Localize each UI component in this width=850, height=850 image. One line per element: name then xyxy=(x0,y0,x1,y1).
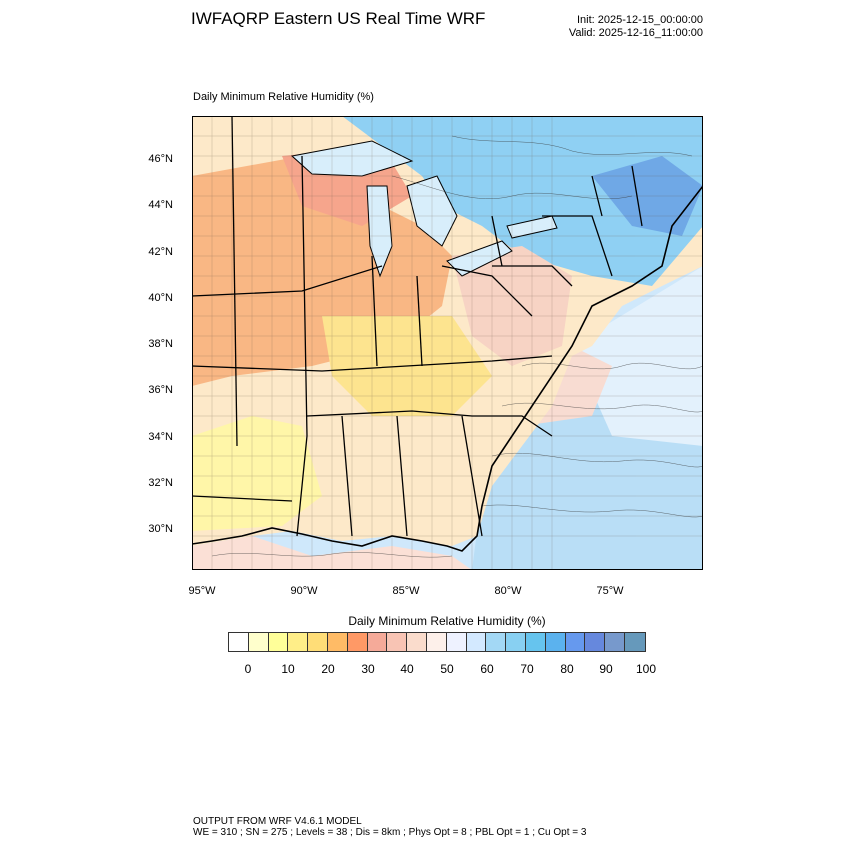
lat-label-30: 30°N xyxy=(148,523,173,535)
colorbar-tick-20: 20 xyxy=(321,662,335,676)
colorbar-swatch xyxy=(624,633,645,651)
lon-label-80: 80°W xyxy=(494,585,522,597)
lon-label-95: 95°W xyxy=(188,585,216,597)
init-time: Init: 2025-12-15_00:00:00 xyxy=(577,14,703,26)
colorbar-tick-50: 50 xyxy=(440,662,454,676)
colorbar-swatch xyxy=(387,633,408,651)
colorbar-tick-0: 0 xyxy=(244,662,252,676)
colorbar xyxy=(228,632,646,652)
lat-label-34: 34°N xyxy=(148,431,173,443)
lat-label-44: 44°N xyxy=(148,199,173,211)
colorbar-tick-100: 100 xyxy=(635,662,657,676)
colorbar-tick-80: 80 xyxy=(560,662,574,676)
colorbar-title: Daily Minimum Relative Humidity (%) xyxy=(348,614,546,628)
colorbar-swatch xyxy=(327,633,348,651)
atlantic-coastline xyxy=(192,185,703,552)
lon-label-85: 85°W xyxy=(392,585,420,597)
colorbar-swatch xyxy=(426,633,447,651)
county-grid xyxy=(192,116,703,570)
lat-label-36: 36°N xyxy=(148,384,173,396)
colorbar-tick-40: 40 xyxy=(400,662,414,676)
lon-label-90: 90°W xyxy=(290,585,318,597)
colorbar-swatch xyxy=(466,633,487,651)
colorbar-tick-10: 10 xyxy=(281,662,295,676)
map-title: Daily Minimum Relative Humidity (%) xyxy=(193,91,374,103)
map-frame xyxy=(192,116,703,570)
colorbar-swatch xyxy=(605,633,625,651)
colorbar-swatch xyxy=(525,633,546,651)
footer-config-line: WE = 310 ; SN = 275 ; Levels = 38 ; Dis … xyxy=(193,827,587,838)
colorbar-tick-90: 90 xyxy=(599,662,613,676)
humidity-map xyxy=(192,116,703,570)
colorbar-swatch xyxy=(288,633,309,651)
colorbar-swatch xyxy=(585,633,606,651)
yellow-south xyxy=(192,416,322,531)
colorbar-tick-30: 30 xyxy=(361,662,375,676)
colorbar-swatch xyxy=(308,633,328,651)
colorbar-swatch xyxy=(248,633,269,651)
lon-label-75: 75°W xyxy=(596,585,624,597)
lat-label-40: 40°N xyxy=(148,292,173,304)
colorbar-swatch xyxy=(268,633,289,651)
colorbar-swatch xyxy=(407,633,427,651)
colorbar-swatch xyxy=(229,633,249,651)
footer-model-line: OUTPUT FROM WRF V4.6.1 MODEL xyxy=(193,816,362,827)
lat-label-38: 38°N xyxy=(148,338,173,350)
colorbar-tick-60: 60 xyxy=(480,662,494,676)
page-title: IWFAQRP Eastern US Real Time WRF xyxy=(191,9,486,28)
lat-label-32: 32°N xyxy=(148,477,173,489)
lat-label-42: 42°N xyxy=(148,246,173,258)
northeast-blue xyxy=(342,116,703,286)
colorbar-swatch xyxy=(347,633,368,651)
colorbar-swatch xyxy=(446,633,467,651)
state-borders xyxy=(192,116,643,537)
gulf-area xyxy=(192,536,472,570)
contour-lines xyxy=(211,135,703,558)
lat-label-46: 46°N xyxy=(148,153,173,165)
valid-time: Valid: 2025-12-16_11:00:00 xyxy=(568,27,703,39)
colorbar-swatch xyxy=(506,633,526,651)
colorbar-tick-70: 70 xyxy=(520,662,534,676)
colorbar-swatch xyxy=(565,633,586,651)
colorbar-swatch xyxy=(367,633,388,651)
colorbar-swatch xyxy=(545,633,566,651)
colorbar-swatch xyxy=(486,633,507,651)
